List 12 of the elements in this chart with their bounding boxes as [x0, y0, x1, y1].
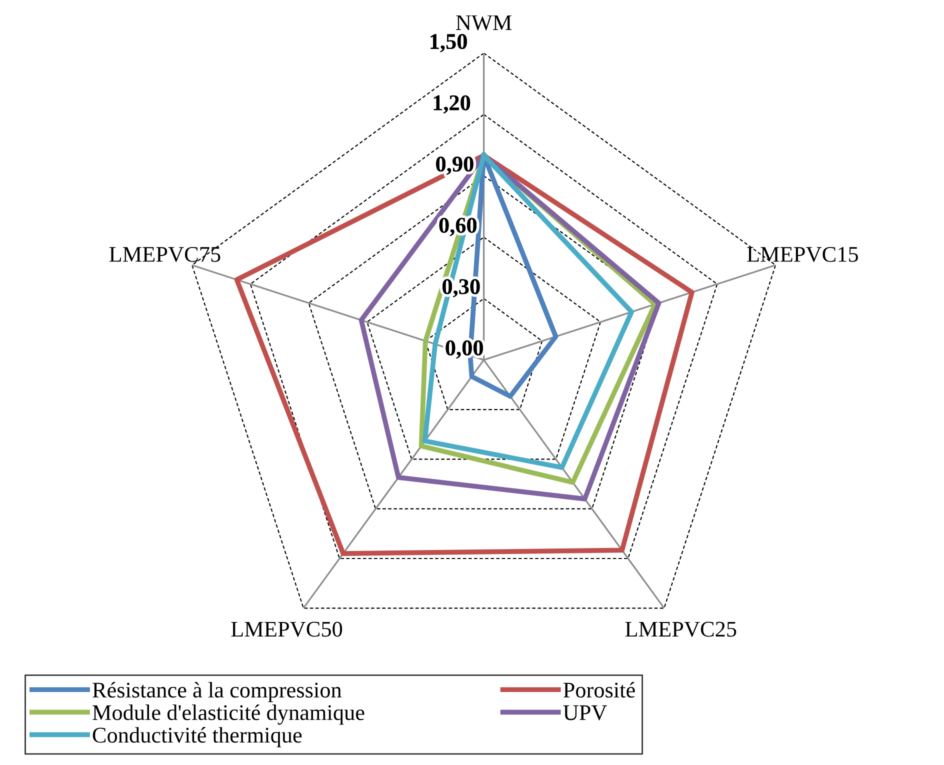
spoke-label: LMEPVC25	[625, 622, 736, 637]
legend-label: UPV	[563, 705, 607, 720]
spoke-label: LMEPVC15	[747, 246, 858, 262]
legend-label: Résistance à la compression	[92, 682, 342, 702]
spoke-label: LMEPVC75	[109, 246, 220, 262]
y-tick-label: 1,20	[434, 95, 470, 114]
legend-label: Porosité	[563, 682, 635, 698]
spoke-label: NWM	[456, 15, 512, 30]
y-tick-label: 1,50	[430, 34, 467, 52]
legend-label: Module d'elasticité dynamique	[92, 704, 364, 725]
legend-label: Conductivité thermique	[92, 727, 302, 748]
spoke-label: LMEPVC50	[231, 622, 342, 637]
